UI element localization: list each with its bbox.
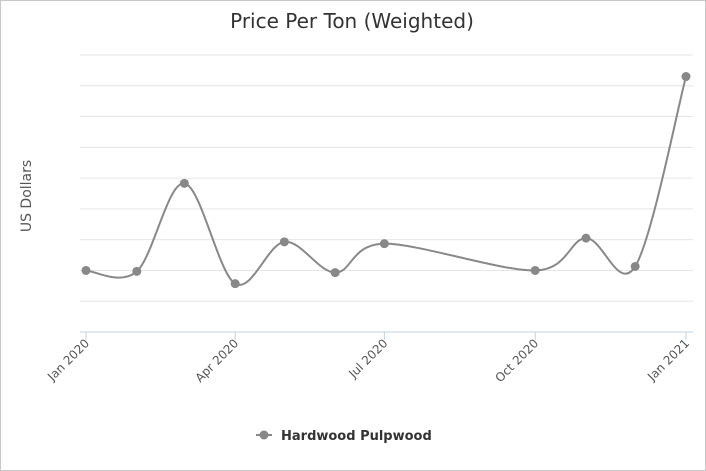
x-tick-label: Jan 2021: [644, 336, 692, 384]
gridlines: [80, 54, 693, 302]
data-point[interactable]: [81, 265, 91, 275]
legend-item-label[interactable]: Hardwood Pulpwood: [281, 429, 432, 444]
x-axis-ticks: Jan 2020 Apr 2020 Jul 2020 Oct 2020 Jan 2021: [44, 332, 692, 385]
chart-title: Price Per Ton (Weighted): [230, 9, 474, 33]
x-tick-label: Apr 2020: [192, 336, 241, 385]
data-point[interactable]: [330, 268, 340, 278]
data-point[interactable]: [230, 279, 240, 289]
series-layer: [81, 72, 691, 289]
data-point[interactable]: [630, 261, 640, 271]
y-axis-label: US Dollars: [19, 160, 35, 232]
legend-point-marker[interactable]: [259, 430, 269, 440]
legend[interactable]: Hardwood Pulpwood: [256, 429, 432, 444]
data-point[interactable]: [530, 265, 540, 275]
x-tick-label: Oct 2020: [492, 336, 541, 385]
data-point[interactable]: [681, 72, 691, 82]
data-point[interactable]: [179, 178, 189, 188]
x-tick-label: Jan 2020: [44, 336, 92, 384]
data-point[interactable]: [279, 237, 289, 247]
data-point[interactable]: [132, 266, 142, 276]
series-line: [85, 76, 687, 286]
data-point[interactable]: [581, 233, 591, 243]
x-tick-label: Jul 2020: [345, 336, 390, 381]
data-point[interactable]: [379, 239, 389, 249]
